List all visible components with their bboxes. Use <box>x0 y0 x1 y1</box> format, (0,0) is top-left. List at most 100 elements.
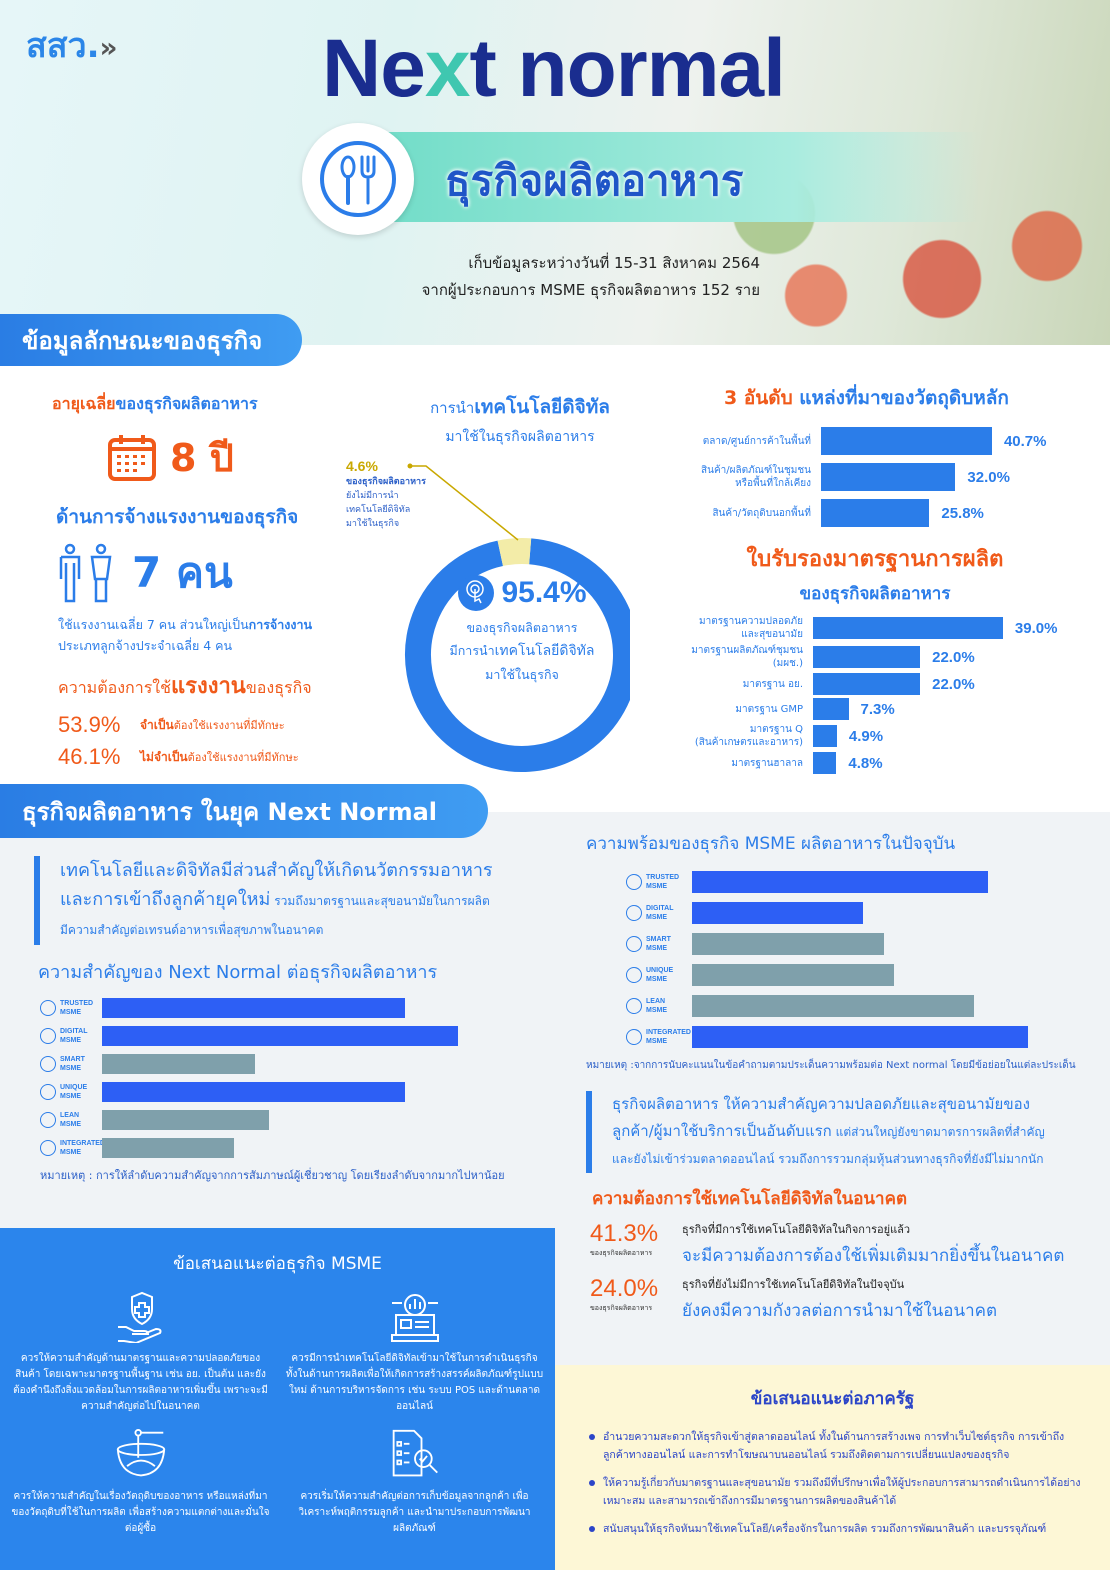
bar-row: มาตรฐานฮาลาล 4.8% <box>680 752 1110 774</box>
hand-shield-icon <box>117 1291 161 1343</box>
employment-description: ใช้แรงงานเฉลี่ย 7 คน ส่วนใหญ่เป็นการจ้าง… <box>58 614 352 656</box>
desc-text: ประเภทลูกจ้างประจำเฉลี่ย 4 คน <box>58 638 233 653</box>
sources-certs-column: 3 อันดับ แหล่งที่มาของวัตถุดิบหลัก ตลาด/… <box>680 383 1110 774</box>
bar-category-line: LEAN <box>60 1112 80 1119</box>
bar-value-label: 22.0% <box>932 675 975 693</box>
bar-category-line: MSME <box>60 1065 81 1072</box>
future-l1: ธุรกิจที่ยังไม่มีการใช้เทคโนโลยีดิจิทัลใ… <box>682 1278 905 1291</box>
msme-category-icon <box>40 1140 56 1156</box>
t-em: เทคโนโลยีดิจิทัล <box>474 396 610 418</box>
certs-title: ใบรับรองมาตรฐานการผลิต <box>746 547 1004 572</box>
t: แหล่งที่มาของวัตถุดิบหลัก <box>799 387 1009 409</box>
bar-value-label: 40.7% <box>1003 432 1047 450</box>
age-title-em: อายุเฉลี่ย <box>52 394 116 413</box>
adopter-line-em: เทคโนโลยีดิจิทัล <box>494 643 595 659</box>
bar <box>102 998 405 1018</box>
importance-column: เทคโนโลยีและดิจิทัลมีส่วนสำคัญให้เกิดนวั… <box>34 856 544 1183</box>
bar-category: UNIQUE MSME <box>34 1083 102 1101</box>
bar <box>692 902 864 924</box>
bar-category-line: MSME <box>60 1093 81 1100</box>
bar-category-line: INTEGRATED <box>646 1029 691 1036</box>
msme-rec-cell: ควรมีการนำเทคโนโลยีดิจิทัลเข้ามาใช้ในการ… <box>285 1291 545 1415</box>
bar-category: TRUSTED MSME <box>620 873 692 891</box>
average-age-value: 8 ปี <box>170 436 234 480</box>
msme-category-icon <box>626 1029 642 1045</box>
msme-category-icon <box>626 967 642 983</box>
bar-category-line: SMART <box>646 936 671 943</box>
bowl-icon <box>116 1429 165 1477</box>
bar-category-line: TRUSTED <box>60 1000 94 1007</box>
bar-row: INTEGRATED MSME <box>34 1138 544 1158</box>
adopter-center: 95.4% ของธุรกิจผลิตอาหาร มีการนำเทคโนโลย… <box>432 574 612 686</box>
bar-value-label: 4.8% <box>848 754 883 772</box>
bar <box>813 752 837 774</box>
age-title-rest: ของธุรกิจผลิตอาหาร <box>115 394 258 413</box>
msme-category-icon <box>40 1084 56 1100</box>
quote-line: และยังไม่เข้าร่วมตลาดออนไลน์ รวมถึงการรว… <box>612 1152 1044 1166</box>
adopter-line: มีการนำ <box>449 643 495 658</box>
quote-line: ธุรกิจผลิตอาหาร ให้ความสำคัญความปลอดภัยแ… <box>612 1095 1030 1113</box>
t: ความต้องการใช้ <box>58 678 171 697</box>
title-part: Ne <box>322 23 426 114</box>
labor-need-title: ความต้องการใช้แรงงานของธุรกิจ <box>58 668 352 703</box>
bar-category-label: มาตรฐาน Q (สินค้าเกษตรและอาหาร) <box>680 723 813 749</box>
bar-category-line: INTEGRATED <box>60 1140 105 1147</box>
bar <box>102 1054 256 1074</box>
bar-category-line: หรือพื้นที่ใกล้เคียง <box>735 478 811 489</box>
msme-category-icon <box>40 1056 56 1072</box>
quote-line-em: และการเข้าถึงลูกค้ายุคใหม่ <box>60 889 271 910</box>
donut-slice <box>497 538 532 567</box>
bar <box>813 673 921 695</box>
bar-row: LEAN MSME <box>34 1110 544 1130</box>
readiness-note: หมายเหตุ :จากการนับคะแนนในข้อคำถามตามประ… <box>586 1060 1076 1071</box>
future-title: ความต้องการใช้เทคโนโลยีดิจิทัลในอนาคต <box>592 1189 908 1209</box>
bar-row: SMART MSME <box>34 1054 544 1074</box>
bar-row: DIGITAL MSME <box>34 1026 544 1046</box>
section-ribbon-business-info: ข้อมูลลักษณะของธุรกิจ <box>0 314 302 366</box>
bar-category-line: และสุขอนามัย <box>741 629 803 640</box>
non-adopter-callout: 4.6% ของธุรกิจผลิตอาหาร ยังไม่มีการนำ เท… <box>346 458 426 530</box>
chevrons-icon: » <box>99 31 118 64</box>
bar-category-line: สินค้า/ผลิตภัณฑ์ในชุมชน <box>701 465 811 476</box>
certs-subtitle: ของธุรกิจผลิตอาหาร <box>799 584 951 604</box>
msme-rec-cell: ควรให้ความสำคัญในเรื่องวัตถุดิบของอาหาร … <box>11 1429 271 1537</box>
bar-category-label: TRUSTED MSME <box>646 873 679 891</box>
labor-rest: ต้องใช้แรงงานที่มีทักษะ <box>173 719 285 732</box>
calendar-icon <box>108 434 156 481</box>
adopter-pct: 95.4% <box>501 576 587 609</box>
bar <box>102 1026 458 1046</box>
bar-category-line: มาตรฐานความปลอดภัย <box>699 616 803 627</box>
donut-slice <box>405 538 630 772</box>
bar-category: DIGITAL MSME <box>34 1027 102 1045</box>
readiness-chart: TRUSTED MSME DIGITAL MSME SMART MSME UNIQUE MSM… <box>620 871 1096 1048</box>
bar-category-label: มาตรฐานผลิตภัณฑ์ชุมชน (มผช.) <box>680 644 813 670</box>
average-employees-value: 7 คน <box>132 548 233 597</box>
quote-line-em: ลูกค้า/ผู้มาใช้บริการเป็นอันดับแรก <box>612 1122 832 1140</box>
bar-category-line: MSME <box>646 976 667 983</box>
labor-em: จำเป็น <box>140 717 174 732</box>
bar <box>692 871 988 893</box>
future-row: 24.0% ของธุรกิจผลิตอาหาร ธุรกิจที่ยังไม่ม… <box>590 1275 1096 1324</box>
male-female-icon <box>59 543 112 603</box>
survey-sample: จากผู้ประกอบการ MSME ธุรกิจผลิตอาหาร 152… <box>421 281 760 299</box>
bar-category-label: มาตรฐานความปลอดภัยและสุขอนามัย <box>680 615 813 641</box>
msme-category-icon <box>40 1000 56 1016</box>
t-em: 3 อันดับ <box>724 387 793 409</box>
importance-note: หมายเหตุ : การให้ลำดับความสำคัญจากการสัม… <box>40 1169 505 1182</box>
bar-category-line: (สินค้าเกษตรและอาหาร) <box>694 737 803 748</box>
msme-rec-item: ควรให้ความสำคัญในเรื่องวัตถุดิบของอาหาร … <box>11 1491 270 1534</box>
logo-text: สสว. <box>26 26 100 66</box>
adopter-pct-row: 95.4% <box>457 574 587 612</box>
title-part: t normal <box>469 23 785 114</box>
labor-pct: 46.1% <box>58 744 121 769</box>
bar-category-line: DIGITAL <box>60 1028 88 1035</box>
plate-badge <box>302 123 414 235</box>
bar-category-label: สินค้า/ผลิตภัณฑ์ในชุมชนหรือพื้นที่ใกล้เค… <box>680 464 821 490</box>
bar-category: UNIQUE MSME <box>620 966 692 984</box>
employees-row: 7 คน <box>58 540 352 606</box>
bar-row: INTEGRATED MSME <box>620 1026 1096 1048</box>
bar-row: DIGITAL MSME <box>620 902 1096 924</box>
future-pct: 24.0% <box>590 1275 659 1302</box>
bar-value-label: 7.3% <box>860 700 895 718</box>
importance-chart-title: ความสำคัญของ Next Normal ต่อธุรกิจผลิตอา… <box>38 962 438 983</box>
